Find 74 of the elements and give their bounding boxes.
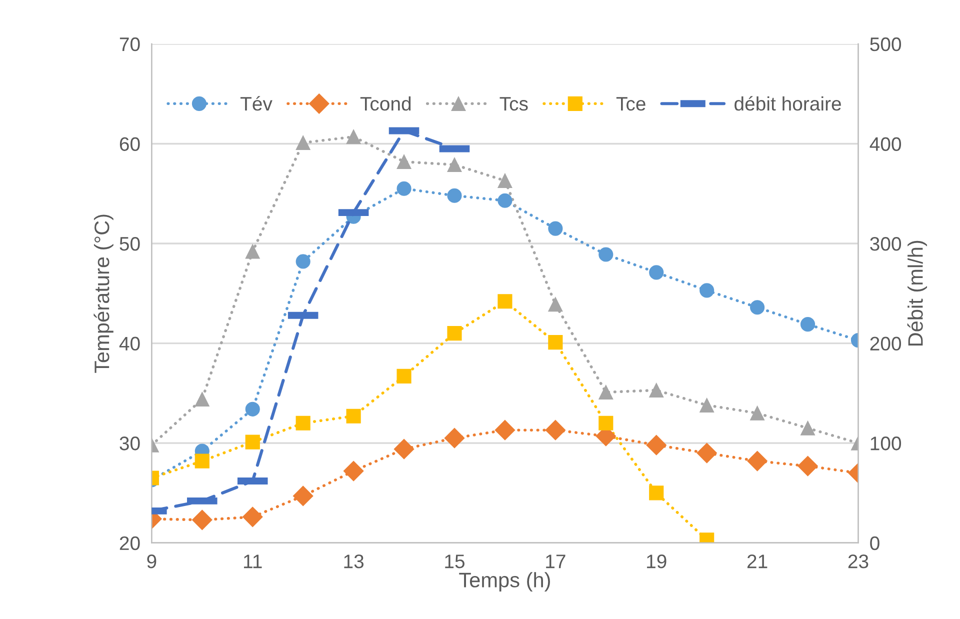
y-tick-label: 50	[120, 236, 140, 251]
point	[800, 317, 816, 332]
point	[548, 297, 563, 312]
x-tick-label: 21	[747, 554, 768, 568]
y2-tick-label: 100	[870, 436, 902, 450]
point	[245, 244, 260, 259]
point	[394, 438, 414, 460]
point	[649, 382, 664, 398]
point	[700, 283, 714, 298]
point	[296, 254, 310, 269]
x-tick-label: 9	[147, 554, 156, 568]
point	[245, 402, 260, 416]
point	[447, 188, 462, 203]
y2-tick-label: 0	[870, 536, 880, 550]
x-tick-label: 13	[344, 554, 364, 568]
point	[598, 384, 614, 400]
point	[598, 416, 614, 430]
point	[192, 510, 212, 530]
legend-label: Tév	[240, 96, 272, 111]
point	[194, 392, 210, 406]
point	[700, 398, 714, 412]
x-tick-label: 19	[647, 554, 666, 568]
point	[750, 300, 765, 315]
point	[598, 247, 614, 262]
point	[396, 154, 412, 169]
point	[498, 193, 512, 208]
point	[494, 420, 516, 440]
x-tick-label: 17	[546, 554, 566, 568]
point	[649, 486, 664, 500]
point	[750, 406, 765, 420]
point	[548, 221, 563, 236]
x-tick-label: 23	[848, 554, 868, 568]
point	[498, 294, 512, 309]
point	[696, 442, 718, 464]
y2-tick-label: 200	[870, 336, 902, 351]
y-tick-label: 20	[120, 536, 140, 550]
point	[747, 450, 768, 472]
y2-tick-label: 300	[870, 236, 902, 251]
point	[447, 157, 462, 172]
legend-label: Tcs	[500, 97, 528, 111]
y-tick-label: 70	[120, 37, 140, 52]
point	[296, 416, 310, 430]
x-tick-label: 15	[445, 554, 464, 568]
y2-tick-label: 400	[870, 137, 902, 151]
point	[346, 408, 361, 424]
y-axis-title: Température (°C)	[94, 214, 114, 373]
point	[548, 335, 563, 350]
point	[346, 129, 361, 144]
point	[396, 368, 412, 384]
point	[194, 454, 210, 468]
x-axis-title: Temps (h)	[459, 572, 550, 592]
point	[447, 326, 462, 341]
x-tick-label: 11	[244, 554, 262, 568]
y-tick-label: 40	[119, 336, 140, 351]
point	[296, 135, 310, 150]
y-tick-label: 60	[120, 137, 140, 151]
y2-tick-label: 500	[870, 37, 902, 52]
point	[649, 265, 664, 280]
point	[798, 456, 818, 476]
point	[646, 434, 667, 456]
point	[242, 506, 263, 528]
point	[343, 460, 364, 482]
legend-label: Tcond	[360, 96, 411, 111]
point	[444, 428, 465, 448]
y-tick-label: 30	[120, 436, 140, 450]
y2-axis-title: Débit (ml/h)	[907, 240, 927, 346]
point	[800, 420, 816, 436]
point	[498, 173, 512, 188]
point	[545, 420, 566, 440]
point	[245, 434, 260, 450]
legend-label: débit horaire	[734, 96, 841, 111]
point	[396, 181, 412, 196]
legend-label: Tce	[616, 97, 646, 111]
point	[292, 486, 314, 506]
